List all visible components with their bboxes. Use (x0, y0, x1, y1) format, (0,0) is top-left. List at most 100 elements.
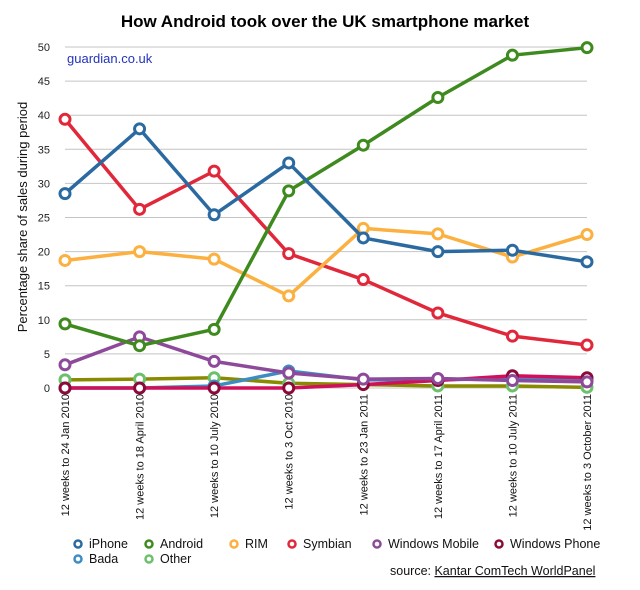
series-line (64, 376, 588, 390)
x-tick-label: 12 weeks to 10 July 2011 (507, 394, 519, 517)
y-tick-label: 0 (44, 383, 50, 395)
y-tick-label: 50 (38, 42, 50, 54)
legend-item: Bada (73, 552, 118, 566)
data-point (505, 329, 519, 343)
data-point (282, 366, 296, 380)
data-point (282, 381, 296, 395)
series-line (65, 373, 588, 390)
series-rim (58, 221, 594, 303)
data-point (580, 375, 594, 389)
series-windows-mobile (58, 330, 594, 389)
legend-item: iPhone (73, 537, 128, 551)
y-tick-label: 40 (38, 110, 50, 122)
x-tick-label: 12 weeks to 3 Oct 2010 (284, 394, 296, 510)
data-point (58, 317, 72, 331)
legend-marker-icon (73, 554, 83, 564)
legend-marker-icon (287, 539, 297, 549)
x-tick-label: 12 weeks to 3 October 2011 (582, 394, 594, 531)
data-point (431, 90, 445, 104)
data-point (207, 252, 221, 266)
legend-marker-icon (229, 539, 239, 549)
x-tick-label: 12 weeks to 23 Jan 2011 (358, 394, 370, 516)
legend-label: Bada (89, 552, 118, 566)
legend-item: Android (144, 537, 203, 551)
series-line (63, 118, 588, 347)
legend-item: Windows Phone (494, 537, 600, 551)
y-tick-label: 20 (38, 247, 50, 259)
data-point (207, 381, 221, 395)
y-axis-label: Percentage share of sales during period (15, 102, 30, 333)
data-point (356, 231, 370, 245)
data-point (505, 48, 519, 62)
legend-marker-icon (73, 539, 83, 549)
legend-item: RIM (229, 537, 268, 551)
legend-label: Symbian (303, 537, 352, 551)
legend-marker-icon (372, 539, 382, 549)
legend-label: Windows Mobile (388, 537, 479, 551)
legend-label: Android (160, 537, 203, 551)
y-tick-label: 35 (38, 144, 50, 156)
x-tick-label: 12 weeks to 18 April 2010 (135, 394, 147, 520)
data-point (207, 354, 221, 368)
data-point (282, 184, 296, 198)
chart-title: How Android took over the UK smartphone … (121, 12, 530, 31)
x-tick-label: 12 weeks to 17 April 2011 (433, 394, 445, 519)
data-point (431, 371, 445, 385)
legend-item: Symbian (287, 537, 352, 551)
x-tick-label: 12 weeks to 10 July 2010 (209, 394, 221, 518)
data-point (505, 373, 519, 387)
data-point (505, 243, 519, 257)
y-tick-label: 25 (38, 213, 50, 225)
data-point (580, 255, 594, 269)
series-iphone (58, 122, 594, 269)
legend-item: Windows Mobile (372, 537, 479, 551)
y-tick-label: 15 (38, 281, 50, 293)
series-line (63, 127, 588, 264)
data-point (58, 187, 72, 201)
y-tick-label: 45 (38, 76, 50, 88)
source-text: source: Kantar ComTech WorldPanel (390, 564, 595, 578)
series-android (58, 41, 594, 353)
legend-marker-icon (144, 554, 154, 564)
source-name: Kantar ComTech WorldPanel (434, 564, 595, 578)
data-point (282, 156, 296, 170)
series-line (64, 335, 588, 384)
y-tick-label: 5 (44, 349, 50, 361)
data-point (431, 227, 445, 241)
data-point (58, 381, 72, 395)
data-point (133, 122, 147, 136)
data-point (58, 112, 72, 126)
data-point (356, 273, 370, 287)
data-point (282, 247, 296, 261)
credit-text: guardian.co.uk (67, 51, 153, 66)
series-symbian (58, 112, 594, 352)
data-point (207, 322, 221, 336)
data-point (356, 138, 370, 152)
source-prefix: source: (390, 564, 434, 578)
data-point (431, 245, 445, 259)
legend-marker-icon (144, 539, 154, 549)
data-point (207, 208, 221, 222)
data-point (58, 358, 72, 372)
data-point (356, 372, 370, 386)
series-line (64, 226, 588, 298)
data-point (133, 339, 147, 353)
data-point (58, 253, 72, 267)
y-tick-label: 10 (38, 315, 50, 327)
series-line (64, 45, 588, 348)
data-point (580, 228, 594, 242)
data-point (282, 289, 296, 303)
data-point (133, 381, 147, 395)
y-tick-label: 30 (38, 178, 50, 190)
legend-marker-icon (494, 539, 504, 549)
legend-label: Other (160, 552, 191, 566)
data-point (580, 338, 594, 352)
legend-item: Other (144, 552, 191, 566)
legend-label: Windows Phone (510, 537, 600, 551)
data-point (207, 164, 221, 178)
data-point (431, 306, 445, 320)
data-point (133, 202, 147, 216)
data-point (580, 41, 594, 55)
